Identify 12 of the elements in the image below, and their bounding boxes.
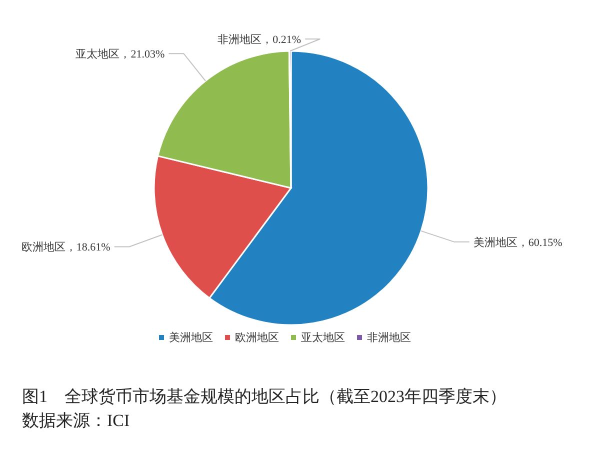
data-label: 美洲地区，60.15% <box>473 236 562 249</box>
source-note: 数据来源：ICI <box>22 411 130 430</box>
pie-slice <box>208 50 429 326</box>
data-label: 亚太地区，21.03% <box>76 48 165 61</box>
legend-label: 亚太地区 <box>301 331 345 344</box>
legend-label: 美洲地区 <box>169 331 213 344</box>
legend-label: 欧洲地区 <box>235 331 279 344</box>
data-label: 非洲地区，0.21% <box>218 33 302 46</box>
data-label: 欧洲地区，18.61% <box>21 240 110 254</box>
pie-slice <box>153 155 292 299</box>
legend-label: 非洲地区 <box>367 331 411 344</box>
text: 图1 全球货币市场基金规模的地区占比（截至2023年四季度末） <box>22 387 506 406</box>
